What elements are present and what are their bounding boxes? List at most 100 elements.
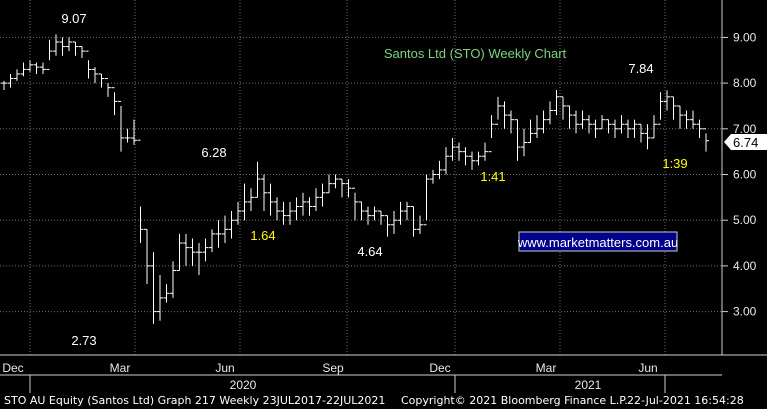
ohlc-bar bbox=[241, 183, 248, 221]
footer-copyright: Copyright© 2021 Bloomberg Finance L.P. bbox=[401, 394, 628, 407]
ohlc-bar bbox=[157, 275, 163, 321]
annotation-label: 6.28 bbox=[201, 145, 226, 160]
x-month-label: Jun bbox=[215, 361, 234, 375]
ohlc-bar bbox=[430, 169, 436, 184]
ohlc-bar bbox=[644, 124, 651, 150]
ohlc-bar bbox=[352, 187, 358, 221]
ohlc-bar bbox=[579, 110, 586, 129]
x-month-label: Jun bbox=[638, 361, 657, 375]
ohlc-bar bbox=[339, 178, 345, 198]
ohlc-bar bbox=[592, 119, 599, 138]
ohlc-bar bbox=[189, 238, 196, 266]
ohlc-bar bbox=[397, 201, 404, 225]
ohlc-bar bbox=[657, 92, 664, 125]
ohlc-bar bbox=[137, 139, 144, 244]
ohlc-bar bbox=[196, 243, 202, 276]
annotations: 9.07 2.73 6.28 1.64 4.64 1:41 7.84 1:39 bbox=[61, 11, 687, 348]
last-price-marker: 6.74 bbox=[724, 134, 767, 150]
ohlc-bar bbox=[27, 60, 33, 72]
ohlc-bar bbox=[20, 62, 27, 77]
ohlc-bar bbox=[404, 201, 410, 221]
ohlc-bar bbox=[144, 228, 150, 285]
ohlc-bar bbox=[631, 119, 638, 138]
ohlc-bar bbox=[14, 69, 20, 81]
ohlc-bar bbox=[573, 110, 579, 134]
ohlc-bar bbox=[527, 119, 534, 144]
grid-lines bbox=[0, 0, 722, 355]
chart-title: Santos Ltd (STO) Weekly Chart bbox=[384, 46, 567, 61]
ohlc-bar bbox=[449, 137, 456, 161]
ohlc-bar bbox=[475, 151, 482, 166]
ohlc-bar bbox=[228, 211, 235, 239]
website-box[interactable]: www.marketmatters.com.au bbox=[517, 231, 678, 252]
ohlc-bar bbox=[176, 233, 183, 271]
ohlc-bar bbox=[7, 73, 14, 88]
annotation-label: 1:39 bbox=[662, 156, 687, 171]
ohlc-bar bbox=[150, 252, 157, 324]
ohlc-bar bbox=[488, 115, 495, 153]
ohlc-bar bbox=[345, 179, 352, 198]
ohlc-bar bbox=[293, 197, 300, 221]
ohlc-bar bbox=[111, 87, 118, 116]
ohlc-bar bbox=[436, 160, 443, 180]
annotation-label: 7.84 bbox=[628, 61, 653, 76]
x-month-label: Dec bbox=[2, 361, 23, 375]
ohlc-bar bbox=[540, 110, 547, 134]
ohlc-bar bbox=[664, 90, 670, 111]
ohlc-bar bbox=[254, 161, 261, 198]
ohlc-bars bbox=[1, 34, 709, 324]
footer-timestamp: 22-Jul-2021 16:54:28 bbox=[627, 394, 744, 407]
x-month-label: Mar bbox=[536, 361, 557, 375]
ohlc-bar bbox=[423, 174, 430, 226]
annotation-label: 4.64 bbox=[357, 244, 382, 259]
ohlc-bar bbox=[690, 110, 696, 129]
annotation-label: 1.64 bbox=[250, 228, 275, 243]
ohlc-bar bbox=[66, 37, 72, 52]
ohlc-bar bbox=[1, 80, 7, 90]
y-tick-label: 9.00 bbox=[733, 30, 757, 44]
ohlc-bar bbox=[163, 284, 170, 303]
ohlc-bar bbox=[638, 123, 644, 143]
ohlc-bar bbox=[215, 220, 222, 248]
ohlc-bar bbox=[59, 37, 66, 56]
ohlc-bar bbox=[553, 89, 560, 116]
ohlc-bar bbox=[183, 233, 189, 266]
ohlc-bar bbox=[566, 105, 573, 129]
x-month-label: Sep bbox=[322, 361, 344, 375]
ohlc-bar bbox=[202, 238, 209, 262]
y-tick-label: 6.00 bbox=[733, 168, 757, 182]
website-url[interactable]: www.marketmatters.com.au bbox=[517, 235, 678, 250]
ohlc-bar bbox=[443, 147, 449, 175]
ohlc-bar bbox=[274, 197, 280, 221]
ohlc-bar bbox=[79, 46, 85, 58]
x-year-label: 2020 bbox=[230, 378, 257, 392]
ohlc-bar bbox=[98, 73, 105, 88]
ohlc-bar bbox=[105, 78, 111, 97]
ohlc-bar bbox=[280, 201, 287, 225]
ohlc-bar bbox=[410, 205, 417, 237]
ohlc-bar bbox=[371, 206, 378, 221]
footer-bar: STO AU Equity (Santos Ltd) Graph 217 Wee… bbox=[0, 393, 767, 409]
ohlc-bar bbox=[683, 110, 690, 129]
ohlc-bar bbox=[560, 96, 566, 120]
ohlc-bar bbox=[508, 110, 514, 134]
ohlc-bar bbox=[482, 142, 488, 161]
chart-axes bbox=[0, 0, 767, 393]
ohlc-bar bbox=[248, 188, 254, 212]
ohlc-bar bbox=[495, 96, 501, 125]
annotation-label: 1:41 bbox=[480, 169, 505, 184]
ohlc-bar bbox=[72, 41, 79, 56]
ohlc-bar bbox=[124, 128, 131, 143]
x-year-label: 2021 bbox=[575, 378, 602, 392]
price-chart: 3.00 4.00 5.00 6.00 7.00 8.00 9.00 Dec Mar Jun Sep… bbox=[0, 0, 767, 393]
axis-labels: 3.00 4.00 5.00 6.00 7.00 8.00 9.00 Dec Mar Jun Sep… bbox=[2, 30, 756, 392]
ohlc-bar bbox=[261, 174, 267, 212]
y-tick-label: 5.00 bbox=[733, 213, 757, 227]
ohlc-bar bbox=[306, 197, 313, 216]
footer-security: STO AU Equity (Santos Ltd) Graph 217 Wee… bbox=[4, 394, 386, 407]
ohlc-bar bbox=[53, 34, 59, 56]
ohlc-bar bbox=[456, 142, 462, 161]
ohlc-bar bbox=[625, 119, 631, 138]
ohlc-bar bbox=[462, 147, 469, 166]
